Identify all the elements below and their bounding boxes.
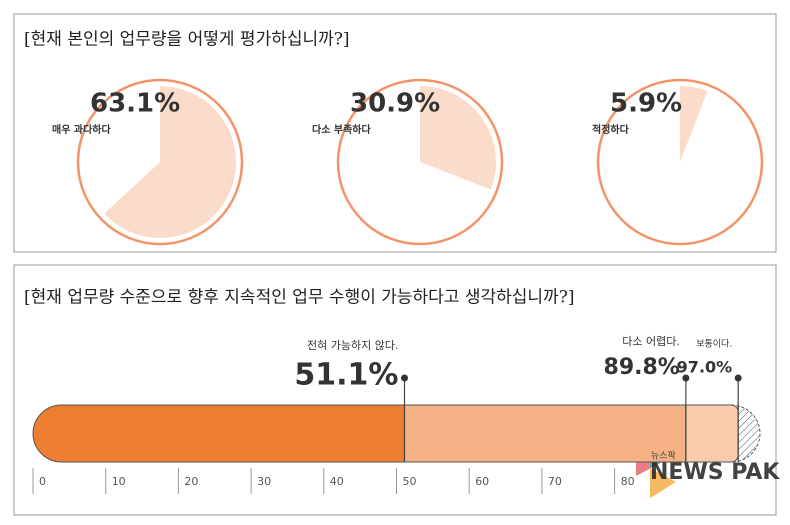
pie-slice	[420, 86, 496, 190]
value-label: 30.9%	[350, 89, 440, 119]
panel-title: [현재 본인의 업무량을 어떻게 평가하십니까?]	[24, 30, 350, 50]
x-tick-label: 10	[112, 475, 126, 488]
x-tick-label: 0	[39, 475, 46, 488]
value-label: 97.0%	[677, 358, 733, 377]
x-tick-label: 50	[403, 475, 417, 488]
pie-slice	[680, 86, 708, 162]
category-label: 전혀 가능하지 않다.	[307, 338, 398, 352]
bar-segment	[403, 404, 687, 463]
marker-dot	[682, 374, 690, 382]
category-label: 적정하다	[592, 123, 630, 136]
value-label: 5.9%	[610, 89, 682, 119]
ring	[76, 78, 244, 246]
pie-slice	[104, 86, 237, 238]
watermark-small: 뉴스팍	[651, 451, 676, 462]
marker-dot	[400, 374, 408, 382]
ring	[336, 78, 504, 246]
marker-dot	[734, 374, 742, 382]
category-label: 다소 부족하다	[312, 123, 371, 136]
watermark: NEWS PAK	[650, 460, 780, 485]
x-tick-label: 60	[475, 475, 489, 488]
bar-segment	[32, 404, 405, 463]
x-tick-label: 70	[548, 475, 562, 488]
panel-title: [현재 업무량 수준으로 향후 지속적인 업무 수행이 가능하다고 생각하십니까…	[24, 288, 574, 308]
value-label: 89.8%	[604, 355, 680, 380]
category-label: 매우 과다하다	[52, 123, 111, 136]
x-tick-label: 30	[257, 475, 271, 488]
category-label: 다소 어렵다.	[622, 335, 680, 348]
panel	[13, 264, 777, 516]
ring	[596, 78, 764, 246]
x-tick-label: 40	[330, 475, 344, 488]
x-tick-label: 20	[184, 475, 198, 488]
value-label: 63.1%	[90, 89, 180, 119]
bar-segment	[685, 404, 739, 463]
category-label: 보통이다.	[696, 339, 732, 350]
x-tick-label: 80	[621, 475, 635, 488]
value-label: 51.1%	[294, 358, 398, 393]
